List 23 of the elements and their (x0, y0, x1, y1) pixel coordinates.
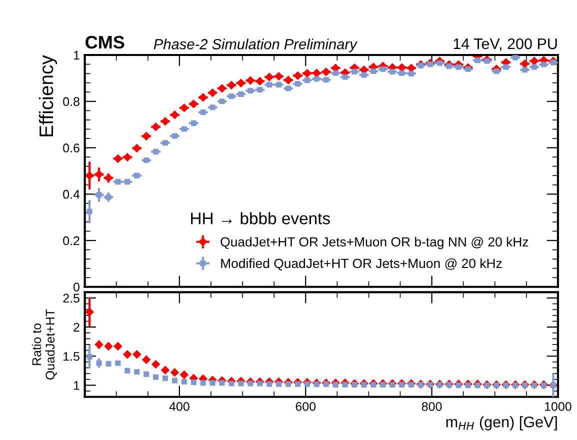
y-tick-label: 0.2 (63, 236, 80, 246)
y-tick-label: 1.5 (64, 352, 80, 361)
y-tick-label: 2.5 (63, 294, 80, 303)
chart-title: CMS (86, 36, 124, 49)
x-tick-label: 800 (422, 402, 442, 411)
chart-subtitle: Phase-2 Simulation Preliminary (154, 38, 358, 52)
x-tick-label: 400 (169, 402, 190, 411)
x-tick-label: 600 (296, 402, 316, 411)
y-tick-label: 0.8 (63, 97, 80, 106)
y-axis-title: Ratio to QuadJet+HT (32, 309, 57, 380)
legend-label: QuadJet+HT OR Jets+Muon OR b-tag NN @ 20 kHz (220, 236, 528, 250)
y-axis-title: Efficiency (38, 55, 58, 136)
y-tick-label: 1 (74, 381, 80, 390)
legend-label: Modified QuadJet+HT OR Jets+Muon @ 20 kHz (221, 258, 502, 270)
y-tick-label: 0.6 (63, 144, 80, 152)
y-tick-label: 1 (74, 50, 80, 60)
x-tick-label: 1000 (545, 402, 572, 411)
y-tick-label: 0 (73, 282, 80, 292)
y-tick-label: 2 (74, 322, 80, 332)
y-tick-label: 0.4 (63, 190, 80, 199)
x-axis-title: m$_{HH}$ (gen) [GeV] (446, 416, 557, 430)
legend-title: HH → bbbb events (191, 212, 330, 224)
text: 14 TeV, 200 PU (454, 38, 557, 51)
